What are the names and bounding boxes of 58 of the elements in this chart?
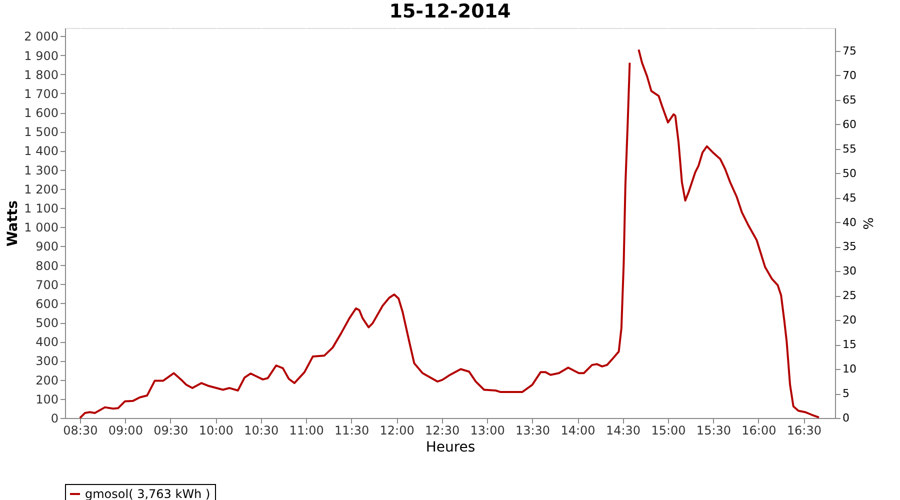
- y-tick-label: 100: [36, 392, 58, 406]
- y-tick-label: 2 000: [24, 30, 58, 44]
- y-axis-title: Watts: [5, 200, 22, 247]
- x-tick-label: 10:30: [244, 424, 279, 438]
- y2-tick-label: 45: [842, 191, 856, 204]
- x-tick-label: 13:30: [515, 424, 550, 438]
- y-tick-label: 700: [36, 278, 58, 292]
- y-tick-label: 300: [36, 354, 58, 368]
- y2-tick-label: 20: [842, 314, 856, 327]
- y2-tick-label: 10: [842, 362, 856, 376]
- y2-tick-label: 75: [842, 44, 856, 58]
- y-tick-label: 1 700: [24, 86, 58, 101]
- y2-tick-label: 50: [842, 166, 856, 180]
- y-tick-label: 500: [36, 316, 58, 330]
- y-tick-label: 1 600: [24, 106, 58, 120]
- y2-tick-label: 70: [842, 68, 856, 82]
- y2-tick-label: 35: [842, 240, 856, 254]
- y-tick-label: 800: [36, 258, 58, 273]
- y-tick-label: 1 800: [24, 68, 58, 82]
- y2-tick-label: 60: [842, 118, 856, 131]
- x-tick-label: 12:00: [380, 424, 414, 438]
- y2-axis-title: %: [859, 217, 874, 230]
- y2-tick-label: 5: [842, 387, 850, 400]
- y2-tick-label: 55: [842, 142, 856, 156]
- y-tick-label: 600: [36, 296, 58, 311]
- x-tick-label: 10:00: [198, 424, 234, 438]
- x-axis-title: Heures: [426, 440, 476, 456]
- y-tick-label: 1 000: [24, 220, 58, 235]
- x-tick-label: 16:30: [786, 424, 822, 438]
- x-tick-label: 14:00: [560, 424, 596, 438]
- x-tick-label: 16:00: [742, 424, 776, 438]
- y-tick-label: 1 300: [24, 163, 58, 178]
- y-tick-label: 200: [36, 373, 58, 388]
- y-tick-label: 1 200: [24, 182, 58, 196]
- y-tick-label: 0: [50, 412, 58, 426]
- y2-tick-label: 40: [842, 216, 856, 229]
- y2-tick-label: 30: [842, 264, 856, 278]
- x-tick-label: 09:00: [108, 424, 143, 438]
- x-tick-label: 11:00: [289, 424, 324, 438]
- x-tick-label: 13:00: [470, 424, 505, 438]
- y2-tick-label: 25: [842, 289, 856, 302]
- chart-title: 15-12-2014: [389, 0, 511, 22]
- y2-tick-label: 65: [842, 93, 856, 106]
- x-tick-label: 14:30: [606, 424, 641, 438]
- x-tick-label: 12:30: [425, 424, 460, 438]
- y-tick-label: 1 400: [24, 144, 58, 158]
- y-tick-label: 1 900: [24, 48, 58, 63]
- y-tick-label: 1 100: [24, 202, 58, 216]
- y-tick-label: 900: [36, 240, 58, 254]
- x-tick-label: 15:00: [651, 424, 686, 438]
- x-tick-label: 08:30: [63, 424, 98, 438]
- y2-tick-label: 15: [842, 338, 856, 352]
- x-tick-label: 09:30: [154, 424, 188, 438]
- x-tick-label: 11:30: [334, 424, 370, 438]
- y-tick-label: 1 500: [24, 125, 58, 140]
- y2-tick-label: 0: [842, 412, 850, 424]
- y-tick-label: 400: [36, 335, 58, 350]
- x-tick-label: 15:30: [696, 424, 732, 438]
